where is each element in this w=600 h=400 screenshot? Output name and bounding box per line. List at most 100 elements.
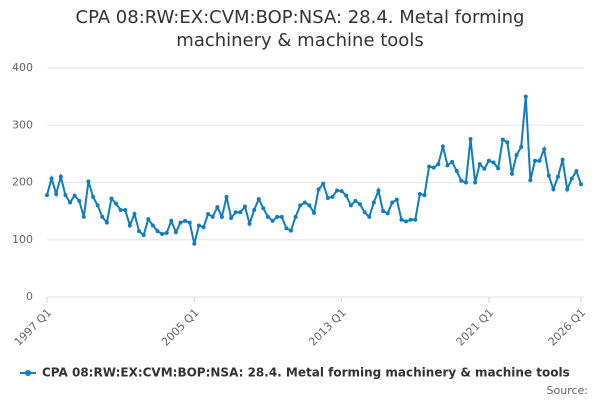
data-point (574, 169, 579, 174)
data-point (247, 221, 252, 226)
data-point (91, 194, 96, 199)
data-point (353, 198, 358, 203)
data-point (390, 200, 395, 205)
data-point (146, 217, 151, 222)
data-point (275, 214, 280, 219)
data-point (104, 220, 109, 225)
x-tick-label: 2026 Q1 (546, 306, 589, 349)
data-point (196, 223, 201, 228)
data-point (459, 178, 464, 183)
y-tick-label: 300 (12, 118, 33, 131)
data-point (404, 219, 409, 224)
x-tick-label: 2005 Q1 (159, 306, 202, 349)
data-point (445, 163, 450, 168)
data-line (46, 96, 582, 245)
x-tick-label: 1997 Q1 (12, 306, 55, 349)
data-point (68, 200, 73, 205)
data-point (183, 218, 188, 223)
data-point (201, 225, 206, 230)
data-point (215, 205, 220, 210)
data-point (440, 144, 445, 149)
data-point (532, 158, 537, 163)
data-point (270, 218, 275, 223)
y-tick-label: 100 (12, 233, 33, 246)
data-point (178, 220, 183, 225)
data-point (399, 217, 404, 222)
data-point (155, 229, 160, 234)
data-point (210, 214, 215, 219)
data-point (413, 217, 418, 222)
data-point (187, 220, 192, 225)
data-point (238, 210, 243, 215)
data-point (298, 203, 303, 208)
data-point (427, 164, 432, 169)
data-point (551, 187, 556, 192)
data-point (394, 197, 399, 202)
data-point (45, 193, 49, 198)
data-point (206, 211, 211, 216)
data-point (288, 228, 293, 233)
data-point (261, 206, 266, 211)
data-point (491, 160, 496, 165)
data-point (496, 166, 501, 171)
data-point (164, 230, 169, 235)
data-point (233, 210, 238, 215)
data-point (252, 207, 257, 212)
data-point (77, 198, 82, 203)
data-point (279, 214, 284, 219)
data-point (160, 232, 165, 237)
data-point (385, 211, 390, 216)
data-point (307, 203, 312, 208)
data-point (376, 188, 381, 193)
data-point (528, 178, 533, 183)
data-point (422, 193, 427, 198)
chart-title: CPA 08:RW:EX:CVM:BOP:NSA: 28.4. Metal fo… (75, 7, 525, 51)
data-point (565, 187, 570, 192)
data-point (109, 196, 114, 201)
data-point (284, 226, 289, 231)
data-point (463, 180, 468, 185)
x-tick-label: 2021 Q1 (454, 306, 497, 349)
data-point (367, 214, 372, 219)
data-point (509, 171, 514, 176)
y-tick-label: 200 (12, 176, 33, 189)
data-point (86, 179, 91, 184)
y-tick-label: 400 (12, 61, 33, 74)
data-point (431, 165, 436, 170)
data-point (224, 194, 229, 199)
data-point (546, 173, 551, 178)
data-point (229, 215, 234, 220)
data-point (454, 169, 459, 174)
data-point (302, 200, 307, 205)
data-point (173, 230, 178, 235)
data-point (523, 94, 528, 99)
data-point (560, 157, 565, 162)
data-point (468, 136, 473, 141)
data-point (335, 188, 340, 193)
source-label: Source: (547, 384, 589, 397)
data-point (72, 193, 77, 198)
data-point (537, 158, 542, 163)
data-point (54, 191, 59, 196)
data-point (358, 202, 363, 207)
x-tick-label: 2013 Q1 (306, 306, 349, 349)
legend-label: CPA 08:RW:EX:CVM:BOP:NSA: 28.4. Metal fo… (42, 366, 570, 380)
data-point (436, 162, 441, 167)
data-point (192, 241, 197, 246)
data-point (371, 200, 376, 205)
data-point (519, 145, 524, 150)
data-point (450, 159, 455, 164)
data-point (344, 193, 349, 198)
data-point (486, 158, 491, 163)
data-point (219, 214, 224, 219)
data-point (123, 207, 128, 212)
data-point (81, 214, 86, 219)
data-point (348, 203, 353, 208)
data-point (408, 217, 413, 222)
data-point (482, 166, 487, 171)
data-point (505, 140, 510, 145)
data-point (137, 229, 142, 234)
data-point (256, 197, 261, 202)
data-point (325, 195, 330, 200)
